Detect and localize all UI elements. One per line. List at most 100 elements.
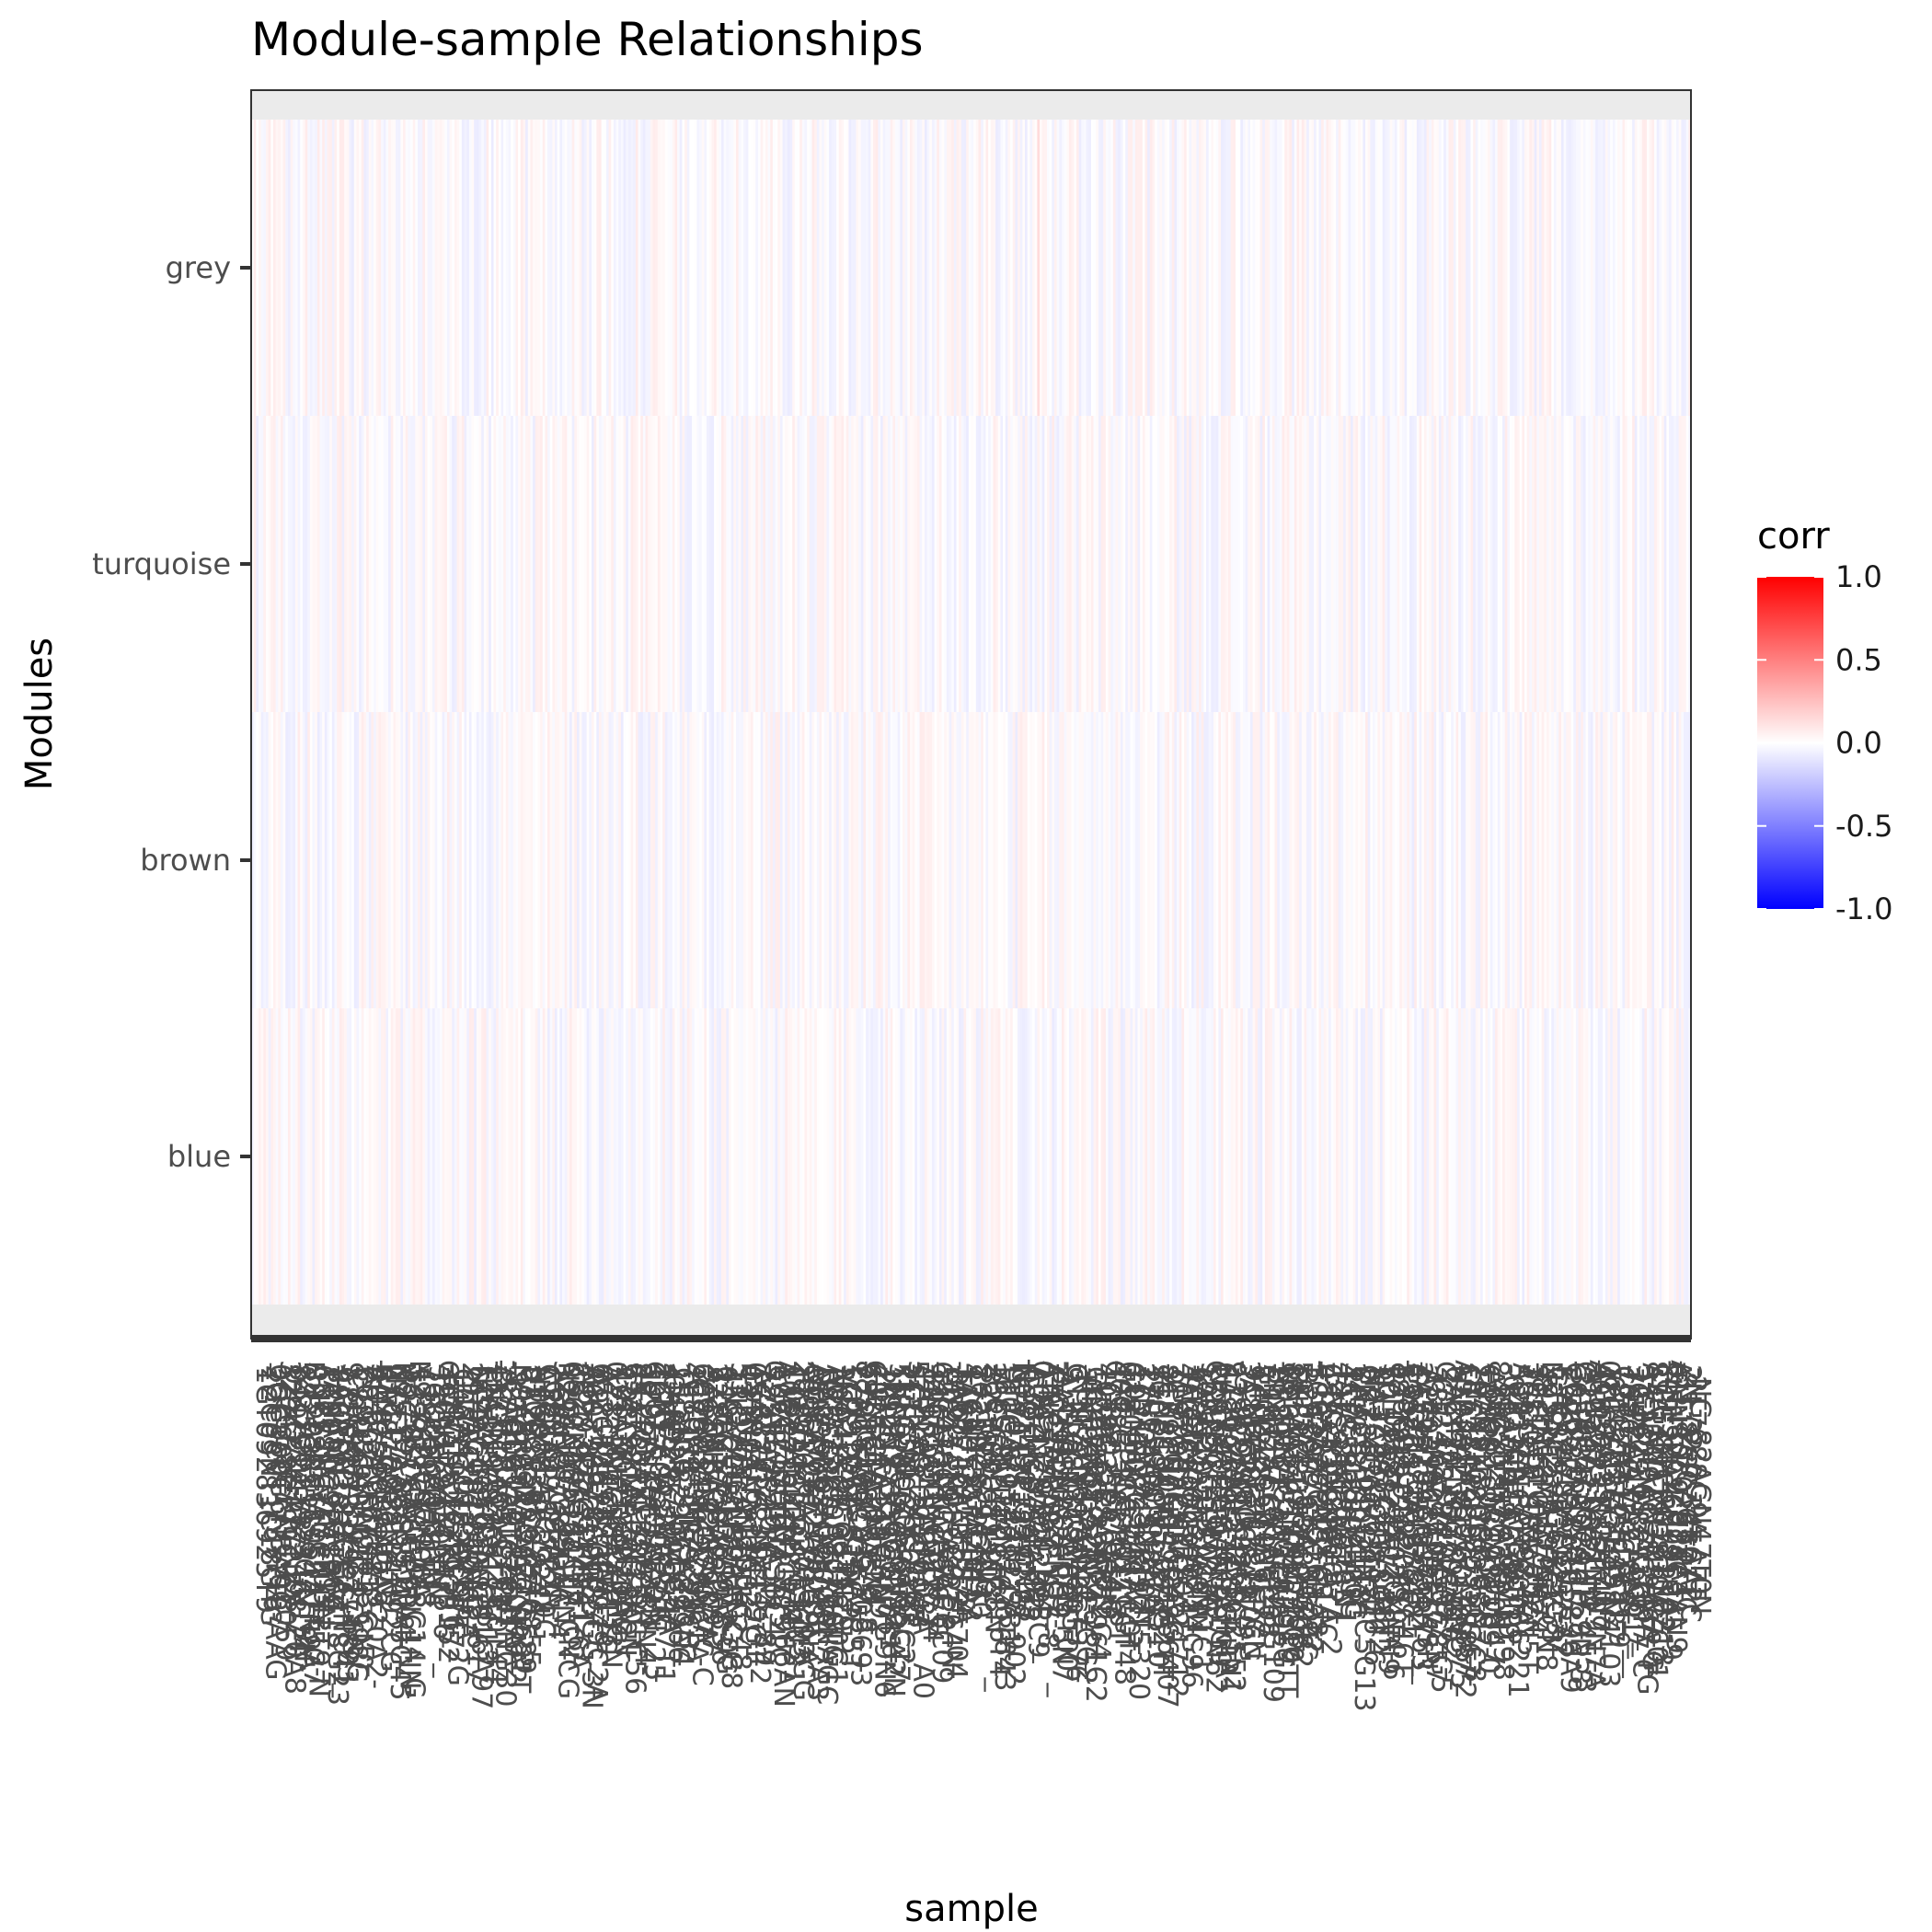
heatmap-cell	[1037, 120, 1041, 416]
heatmap-cell	[285, 120, 289, 416]
heatmap-cell	[959, 712, 962, 1008]
heatmap-cell	[1227, 416, 1231, 712]
heatmap-cell	[981, 120, 984, 416]
heatmap-cell	[331, 416, 335, 712]
heatmap-cell	[315, 1008, 318, 1305]
heatmap-cell	[1213, 712, 1216, 1008]
heatmap-cell	[417, 1008, 420, 1305]
heatmap-cell	[349, 712, 352, 1008]
heatmap-cell	[1318, 1008, 1322, 1305]
heatmap-cell	[1100, 712, 1104, 1008]
heatmap-cell	[1159, 1008, 1163, 1305]
heatmap-cell	[591, 416, 594, 712]
heatmap-cell	[297, 120, 301, 416]
heatmap-cell	[1662, 1008, 1665, 1305]
heatmap-cell	[941, 1008, 945, 1305]
heatmap-cell	[985, 120, 989, 416]
heatmap-cell	[1284, 120, 1288, 416]
x-sample-label: N2G-A06A264_17_CNCG	[552, 1362, 584, 1699]
heatmap-cell	[498, 1008, 501, 1305]
heatmap-cell	[1308, 1008, 1312, 1305]
heatmap-cell	[1678, 120, 1682, 416]
heatmap-cell	[1174, 416, 1178, 712]
heatmap-cell	[662, 416, 666, 712]
heatmap-cell	[571, 712, 575, 1008]
heatmap-cell	[1308, 120, 1312, 416]
heatmap-cell	[1333, 120, 1337, 416]
heatmap-cell	[601, 1008, 604, 1305]
heatmap-cell	[1252, 120, 1256, 416]
x-sample-label: 5-GA9T-592N793AA	[691, 1368, 723, 1644]
heatmap-cell	[1581, 712, 1584, 1008]
heatmap-cell	[1568, 1008, 1571, 1305]
heatmap-cell	[1174, 712, 1178, 1008]
heatmap-cell	[1385, 120, 1388, 416]
y-axis-title: Modules	[18, 638, 61, 790]
heatmap-cell	[672, 712, 675, 1008]
heatmap-cell	[652, 120, 656, 416]
heatmap-cell	[993, 120, 996, 416]
x-sample-label: G02N608G-04AA4	[1118, 1362, 1150, 1614]
heatmap-cell	[1171, 416, 1175, 712]
heatmap-cell	[1137, 416, 1141, 712]
heatmap-cell	[660, 712, 663, 1008]
heatmap-cell	[1617, 416, 1621, 712]
heatmap-cell	[742, 712, 746, 1008]
heatmap-cell	[1108, 416, 1111, 712]
x-sample-label: A1987G816N0_C_	[369, 1364, 401, 1614]
heatmap-cell	[934, 416, 937, 712]
heatmap-cell	[275, 1008, 279, 1305]
heatmap-cell	[777, 1008, 781, 1305]
heatmap-cell	[650, 712, 653, 1008]
x-sample-label: 25-3NN829561G9966	[661, 1363, 694, 1663]
heatmap-cell	[1502, 416, 1506, 712]
heatmap-cell	[1053, 712, 1057, 1008]
heatmap-cell	[1429, 712, 1432, 1008]
heatmap-cell	[1149, 712, 1153, 1008]
heatmap-cell	[1203, 416, 1207, 712]
x-sample-label: 29_-AC9T4-81G4G_-	[455, 1362, 488, 1639]
heatmap-cell	[1311, 712, 1315, 1008]
heatmap-cell	[1433, 1008, 1437, 1305]
heatmap-cell	[1597, 712, 1601, 1008]
heatmap-cell	[677, 416, 681, 712]
heatmap-cell	[611, 120, 615, 416]
heatmap-cell	[1659, 1008, 1662, 1305]
heatmap-cell	[1401, 1008, 1405, 1305]
heatmap-cell	[309, 416, 313, 712]
x-sample-label: _2843A191_A801	[930, 1364, 962, 1606]
heatmap-cell	[557, 712, 560, 1008]
heatmap-cell	[882, 712, 886, 1008]
heatmap-cell	[1495, 712, 1499, 1008]
heatmap-cell	[1034, 120, 1038, 416]
heatmap-cell	[723, 1008, 727, 1305]
heatmap-cell	[699, 416, 703, 712]
heatmap-cell	[1003, 416, 1006, 712]
heatmap-cell	[897, 120, 901, 416]
heatmap-cell	[420, 416, 423, 712]
heatmap-cell	[1184, 712, 1188, 1008]
heatmap-cell	[547, 1008, 551, 1305]
heatmap-cell	[1512, 1008, 1515, 1305]
heatmap-cell	[1519, 712, 1523, 1008]
heatmap-cell	[1429, 1008, 1432, 1305]
x-sample-label: N8578NC61051ATT5G7	[297, 1361, 329, 1685]
heatmap-cell	[638, 712, 641, 1008]
heatmap-cell	[735, 416, 739, 712]
heatmap-cell	[1363, 416, 1366, 712]
heatmap-cell	[684, 120, 688, 416]
heatmap-cell	[280, 712, 283, 1008]
heatmap-cell	[1149, 416, 1153, 712]
heatmap-cell	[1563, 416, 1567, 712]
heatmap-cell	[1612, 712, 1616, 1008]
heatmap-cell	[909, 120, 913, 416]
heatmap-cell	[856, 416, 859, 712]
heatmap-cell	[1144, 712, 1148, 1008]
heatmap-cell	[1451, 712, 1455, 1008]
heatmap-cell	[1034, 712, 1038, 1008]
heatmap-cell	[337, 416, 340, 712]
heatmap-cell	[1003, 120, 1006, 416]
heatmap-cell	[263, 1008, 267, 1305]
heatmap-cell	[1292, 416, 1295, 712]
heatmap-cell	[1593, 120, 1596, 416]
